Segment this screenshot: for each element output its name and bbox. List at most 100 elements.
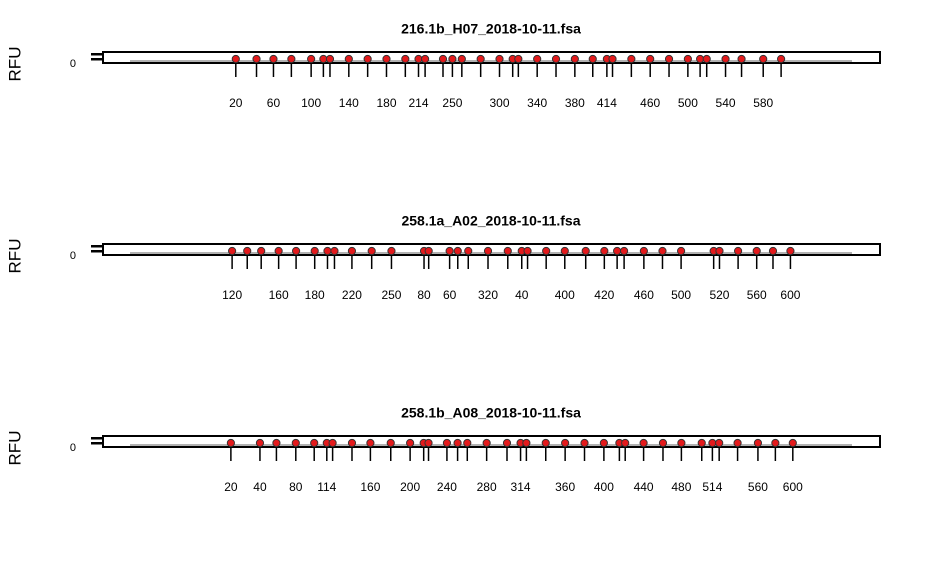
peak-label: 514 (702, 480, 722, 494)
peak-point (708, 438, 717, 448)
panel-title: 258.1b_A08_2018-10-11.fsa (401, 405, 581, 421)
peak-point (620, 246, 629, 256)
peak-point (768, 246, 778, 256)
peak-point (347, 246, 357, 256)
peak-label: 540 (716, 96, 736, 110)
peak-point (482, 438, 491, 448)
peak-point (442, 438, 452, 448)
peak-label: 580 (753, 96, 773, 110)
panel: 258.1b_A08_2018-10-11.fsa RFU 0 20 40 80 114 16… (5, 405, 881, 494)
peak-point (613, 246, 622, 256)
peak-point (664, 54, 674, 64)
peak-label: 100 (301, 96, 321, 110)
peak-point (421, 54, 430, 64)
peak-point (310, 246, 319, 256)
y-axis-label: RFU (5, 47, 24, 82)
plot-box (102, 51, 881, 64)
peak-label: 320 (478, 288, 498, 302)
peak-point (344, 54, 353, 64)
peak-label: 600 (780, 288, 800, 302)
peak-point (453, 246, 462, 256)
peak-label: 300 (489, 96, 509, 110)
peak-label: 220 (342, 288, 362, 302)
legend-key (91, 250, 102, 253)
peak-label: 480 (671, 480, 691, 494)
peak-point (401, 54, 410, 64)
peak-point (274, 246, 283, 256)
peak-point (639, 246, 648, 256)
peak-label: 60 (443, 288, 457, 302)
peak-point (255, 438, 265, 448)
peak-point (445, 246, 454, 256)
peak-label: 20 (229, 96, 243, 110)
peak-label: 60 (267, 96, 281, 110)
peak-point (788, 438, 797, 448)
peak-point (771, 438, 780, 448)
peak-point (702, 54, 711, 64)
peak-label: 600 (783, 480, 803, 494)
peak-point (570, 54, 579, 64)
peak-point (366, 438, 375, 448)
peak-point (231, 54, 240, 64)
peak-point (639, 438, 648, 448)
peak-point (476, 54, 485, 64)
peak-label: 460 (640, 96, 660, 110)
peak-label: 314 (511, 480, 531, 494)
peak-label: 400 (594, 480, 614, 494)
peak-point (514, 54, 523, 64)
peak-point (715, 438, 724, 448)
peak-point (438, 54, 448, 64)
peak-point (287, 54, 296, 64)
peak-point (777, 54, 786, 64)
peak-label: 414 (597, 96, 617, 110)
peak-point (363, 54, 372, 64)
peak-label: 440 (634, 480, 654, 494)
peak-point (621, 438, 630, 448)
peak-point (226, 438, 235, 448)
peak-point (257, 246, 266, 256)
peak-point (588, 54, 597, 64)
peak-point (502, 438, 512, 448)
peak-point (581, 246, 590, 256)
peak-point (600, 246, 609, 256)
legend-key (91, 437, 102, 440)
peak-point (542, 246, 551, 256)
peak-point (406, 438, 415, 448)
legend-key (91, 442, 102, 445)
peak-point (733, 246, 743, 256)
peak-point (522, 438, 531, 448)
peak-point (627, 54, 636, 64)
peak-point (310, 438, 319, 448)
peak-label: 40 (253, 480, 267, 494)
peak-point (697, 438, 706, 448)
peak-point (269, 54, 278, 64)
peak-point (759, 54, 768, 64)
peak-label: 80 (417, 288, 431, 302)
y-axis-label: RFU (5, 431, 24, 466)
peak-point (272, 438, 281, 448)
peak-point (448, 54, 457, 64)
peak-label: 380 (565, 96, 585, 110)
y-tick-label: 0 (70, 58, 76, 70)
peak-point (464, 246, 473, 256)
peak-point (541, 438, 550, 448)
peak-label: 80 (289, 480, 303, 494)
peak-point (753, 438, 763, 448)
peak-point (737, 54, 746, 64)
peak-label: 500 (671, 288, 691, 302)
peak-point (252, 54, 261, 64)
peak-point (786, 246, 795, 256)
peak-point (560, 246, 569, 256)
peak-point (424, 246, 433, 256)
peak-point (676, 246, 686, 256)
peak-point (608, 54, 617, 64)
peak-label: 160 (360, 480, 380, 494)
plot-box (102, 435, 881, 448)
peak-point (330, 246, 339, 256)
peak-label: 560 (747, 288, 767, 302)
panel: 216.1b_H07_2018-10-11.fsa RFU 0 20 60 100 140 1… (5, 21, 881, 110)
peak-point (551, 54, 561, 64)
peak-point (424, 438, 433, 448)
peak-label: 250 (442, 96, 462, 110)
peak-label: 180 (305, 288, 325, 302)
